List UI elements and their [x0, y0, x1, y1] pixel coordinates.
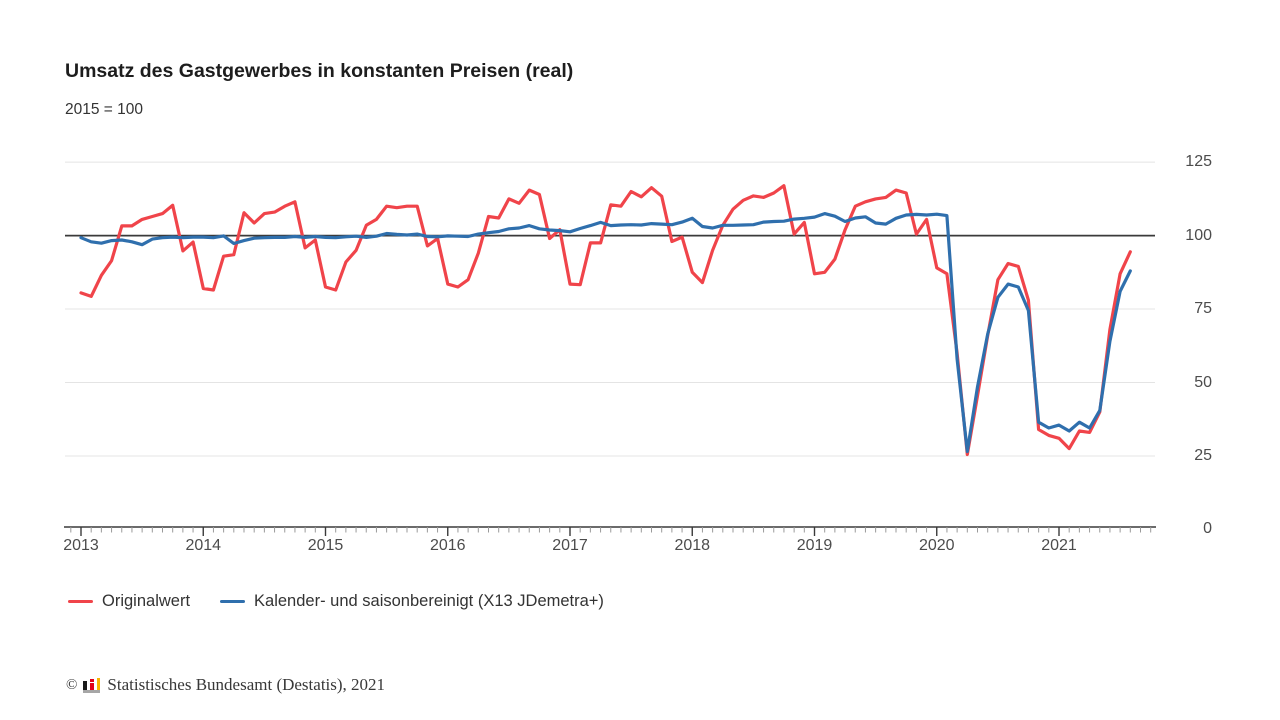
- x-axis-label-2021: 2021: [1041, 537, 1077, 554]
- x-axis-label-2014: 2014: [185, 537, 222, 554]
- y-axis-label-25: 25: [1194, 446, 1212, 464]
- x-axis-label-2015: 2015: [307, 537, 344, 554]
- legend-swatch-blue-icon: [220, 599, 246, 604]
- y-axis-label-0: 0: [1203, 520, 1212, 538]
- destatis-logo-icon: [83, 677, 101, 693]
- x-axis-label-2017: 2017: [552, 537, 588, 554]
- x-axis-label-2019: 2019: [796, 537, 833, 554]
- series-line-1: [79, 212, 1132, 454]
- logo-bar-red: [90, 683, 94, 690]
- series-line-0: [79, 184, 1132, 457]
- x-axis-label-2016: 2016: [429, 537, 466, 554]
- source-line: © Statistisches Bundesamt (Destatis), 20…: [66, 675, 385, 695]
- chart-subtitle: 2015 = 100: [65, 101, 144, 118]
- logo-bar-gold: [96, 678, 101, 690]
- y-axis-label-125: 125: [1185, 153, 1212, 171]
- x-axis-label-2018: 2018: [674, 537, 711, 554]
- logo-baseline: [83, 690, 101, 693]
- x-axis-label-2020: 2020: [918, 537, 955, 554]
- legend-item-saisonbereinigt: Kalender- und saisonbereinigt (X13 JDeme…: [220, 592, 604, 611]
- x-axis-label-2013: 2013: [63, 537, 99, 554]
- chart-title: Umsatz des Gastgewerbes in konstanten Pr…: [65, 60, 574, 82]
- y-axis-label-100: 100: [1185, 226, 1212, 244]
- logo-bar-black: [83, 680, 87, 690]
- legend-label-originalwert: Originalwert: [102, 592, 191, 610]
- y-axis-label-50: 50: [1194, 373, 1212, 391]
- legend: Originalwert Kalender- und saisonbereini…: [68, 592, 604, 611]
- legend-label-saisonbereinigt: Kalender- und saisonbereinigt (X13 JDeme…: [254, 592, 604, 610]
- source-text: Statistisches Bundesamt (Destatis), 2021: [107, 675, 386, 694]
- y-axis-label-75: 75: [1194, 300, 1212, 318]
- copyright-symbol: ©: [66, 676, 78, 693]
- legend-swatch-red-icon: [68, 599, 93, 604]
- legend-item-originalwert: Originalwert: [68, 592, 190, 611]
- logo-dot-red: [90, 678, 94, 682]
